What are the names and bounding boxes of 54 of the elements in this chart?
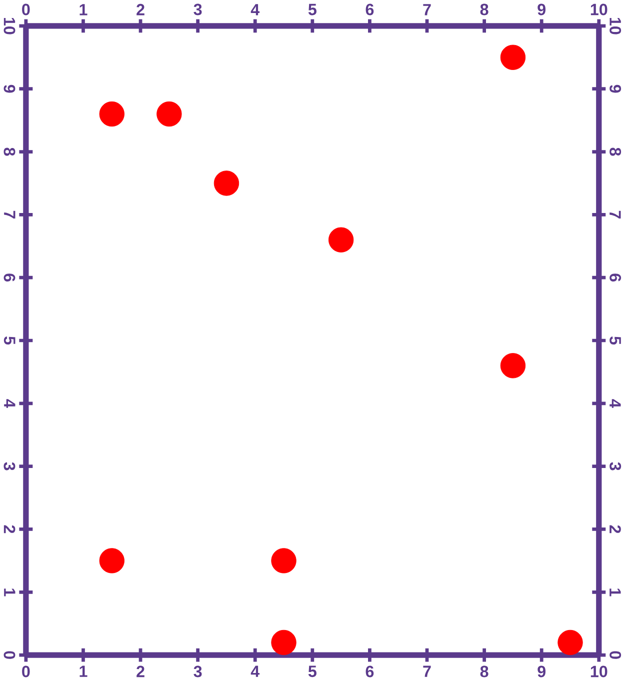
point — [500, 44, 526, 70]
x2-tick-label: 3 — [194, 4, 202, 16]
x-tick-label: 4 — [250, 666, 260, 677]
point — [99, 101, 125, 127]
y-tick-label: 4 — [4, 399, 16, 408]
point — [271, 548, 296, 574]
y-tick-label: 0 — [4, 651, 16, 659]
x-tick-label: 5 — [308, 666, 317, 678]
point — [156, 101, 182, 127]
x2-tick-label: 1 — [80, 4, 88, 16]
y-tick-label: 7 — [4, 210, 16, 218]
y2-tick-label: 5 — [610, 336, 621, 345]
y-tick-label: 6 — [4, 274, 16, 282]
x2-tick-label: 2 — [136, 4, 144, 16]
x-tick-label: 10 — [591, 666, 608, 678]
y2-tick-label: 7 — [610, 210, 621, 218]
x-tick-label: 9 — [538, 666, 546, 678]
y2-tick-label: 6 — [610, 274, 622, 282]
x-tick-label: 1 — [80, 666, 88, 677]
y-tick-label: 1 — [4, 588, 16, 596]
x-tick-label: 7 — [423, 666, 431, 677]
y-tick-label: 5 — [4, 336, 16, 345]
x-tick-label: 6 — [366, 666, 374, 678]
y2-tick-label: 0 — [610, 651, 622, 659]
y-tick-label: 8 — [4, 148, 16, 156]
x2-tick-label: 5 — [308, 4, 317, 16]
y-tick-label: 3 — [4, 462, 16, 470]
x2-tick-label: 10 — [591, 4, 608, 16]
y2-tick-label: 8 — [610, 148, 622, 156]
y-tick-label: 9 — [4, 84, 16, 93]
x2-tick-label: 6 — [366, 4, 374, 16]
y2-tick-label: 4 — [610, 399, 621, 408]
y2-tick-label: 10 — [610, 18, 622, 34]
point — [214, 170, 240, 196]
x-tick-label: 3 — [194, 666, 202, 678]
point — [271, 630, 296, 656]
point — [99, 548, 125, 574]
x2-tick-label: 0 — [22, 4, 30, 16]
y2-tick-label: 1 — [610, 588, 621, 596]
y2-tick-label: 9 — [610, 84, 622, 93]
y2-tick-label: 3 — [610, 462, 622, 470]
x-tick-label: 8 — [480, 666, 488, 678]
x2-tick-label: 7 — [423, 4, 431, 16]
y-tick-label: 10 — [4, 18, 16, 34]
point — [328, 227, 354, 252]
point — [500, 353, 526, 378]
x-tick-label: 2 — [136, 666, 144, 678]
y2-tick-label: 2 — [610, 525, 621, 534]
point — [558, 630, 583, 656]
x2-tick-label: 4 — [250, 4, 260, 16]
x2-tick-label: 8 — [480, 4, 488, 16]
y-tick-label: 2 — [4, 525, 16, 534]
x2-tick-label: 9 — [538, 4, 546, 16]
x-tick-label: 0 — [22, 666, 30, 678]
